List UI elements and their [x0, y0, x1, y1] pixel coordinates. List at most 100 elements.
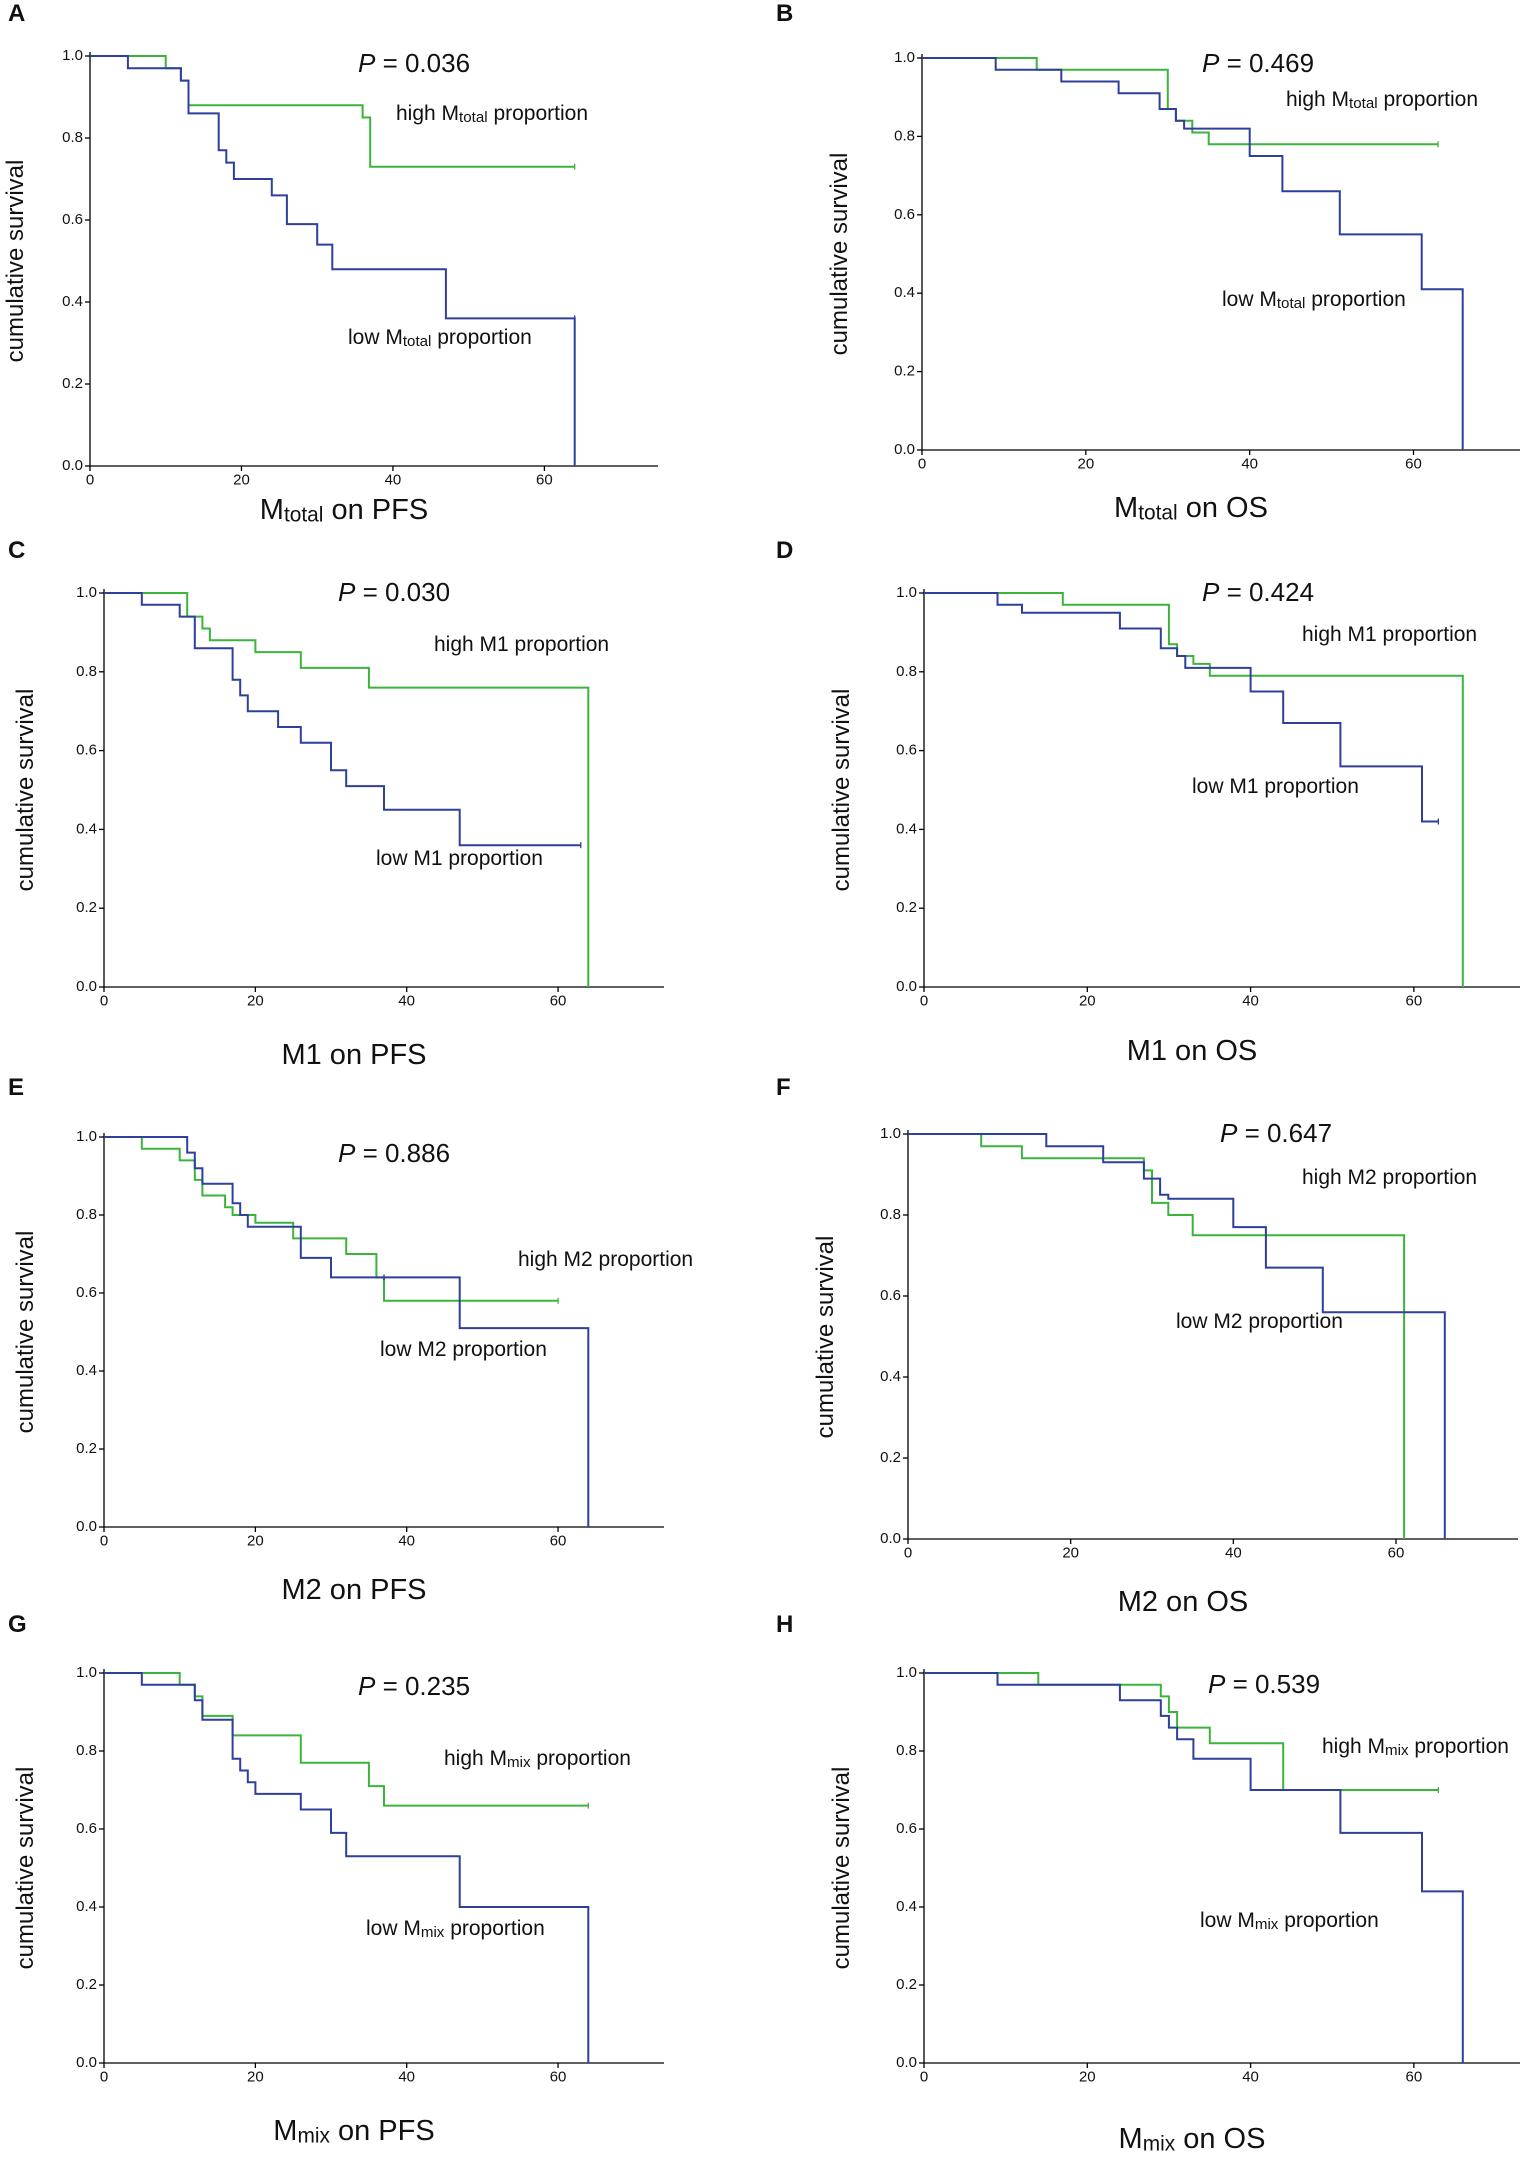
y-tick-label: 0.8	[880, 1206, 901, 1223]
y-tick-label: 0.6	[880, 1287, 901, 1304]
p-value-label: P = 0.539	[1208, 1669, 1320, 1700]
annotation-high: high M1 proportion	[434, 633, 610, 656]
annotation-high: high Mtotal proportion	[396, 102, 589, 126]
curve-low-f	[908, 1133, 1446, 1539]
y-tick-label: 0.0	[76, 978, 97, 995]
p-symbol: P	[358, 48, 376, 78]
x-tick-label: 40	[398, 992, 415, 1009]
x-axis-title: Mmix on OS	[1118, 2123, 1266, 2156]
x-tick-label: 40	[1241, 455, 1258, 472]
x-tick-label: 0	[100, 992, 108, 1009]
plot-area-h: 0.0 0.2 0.4 0.6 0.8 1.0 0 20 40 60	[896, 1664, 1520, 2085]
annotation-high: high M1 proportion	[1302, 623, 1478, 646]
panel-label: G	[8, 1611, 27, 1638]
y-axis-title: cumulative survival	[812, 1235, 839, 1438]
y-tick-label: 0.8	[76, 1206, 97, 1223]
x-tick-label: 0	[86, 471, 94, 488]
y-tick-label: 0.0	[76, 2054, 97, 2071]
y-tick-label: 0.8	[896, 663, 917, 680]
y-tick-label: 0.8	[76, 1742, 97, 1759]
panel-label: E	[8, 1074, 25, 1101]
x-tick-label: 40	[398, 2068, 415, 2085]
x-tick-label: 0	[904, 1544, 912, 1561]
curve-low-h	[924, 1672, 1464, 2063]
y-tick-label: 0.6	[76, 742, 97, 759]
x-tick-label: 40	[398, 1532, 415, 1549]
y-tick-label: 1.0	[880, 1125, 901, 1142]
y-tick-label: 0.6	[76, 1820, 97, 1837]
y-axis-title: cumulative survival	[12, 1230, 39, 1434]
annotation-low: low M2 proportion	[1176, 1310, 1343, 1333]
y-tick-label: 0.2	[896, 1976, 917, 1993]
x-tick-label: 20	[1062, 1544, 1079, 1561]
y-tick-label: 0.4	[896, 1898, 917, 1915]
p-value-label: P = 0.647	[1220, 1118, 1332, 1149]
y-tick-label: 0.8	[62, 129, 83, 146]
y-axis-title: cumulative survival	[2, 159, 29, 363]
x-tick-label: 60	[536, 471, 553, 488]
y-tick-label: 0.6	[76, 1284, 97, 1301]
p-value: = 0.235	[375, 1671, 471, 1701]
x-tick-label: 20	[247, 2068, 264, 2085]
x-tick-label: 20	[1079, 992, 1096, 1009]
curve-high-f	[908, 1133, 1406, 1539]
p-value-label: P = 0.886	[338, 1138, 450, 1169]
x-tick-label: 0	[100, 1532, 108, 1549]
x-axis-title: M1 on OS	[1126, 1035, 1258, 1067]
panel-label: F	[776, 1074, 791, 1101]
x-tick-label: 20	[247, 1532, 264, 1549]
x-tick-label: 60	[550, 1532, 567, 1549]
p-value: = 0.030	[355, 577, 451, 607]
x-tick-label: 0	[918, 455, 926, 472]
plot-area-b: 0.0 0.2 0.4 0.6 0.8 1.0 0 20 40 60	[894, 49, 1520, 472]
annotation-low: low Mmix proportion	[366, 1917, 545, 1941]
p-value-label: P = 0.036	[358, 48, 470, 79]
y-tick-label: 0.4	[76, 1362, 97, 1379]
x-tick-label: 20	[233, 471, 250, 488]
y-axis-title: cumulative survival	[12, 1766, 39, 1970]
y-tick-label: 0.2	[62, 375, 83, 392]
y-tick-label: 0.0	[894, 441, 915, 458]
annotation-low: low M1 proportion	[1192, 775, 1359, 798]
p-value-label: P = 0.424	[1202, 577, 1314, 608]
p-value-label: P = 0.235	[358, 1671, 470, 1702]
y-axis-title: cumulative survival	[12, 688, 39, 892]
annotation-high: high Mmix proportion	[1322, 1735, 1509, 1759]
x-axis-title: Mtotal on OS	[1114, 492, 1268, 525]
y-tick-label: 0.0	[896, 2054, 917, 2071]
annotation-low: low M2 proportion	[380, 1338, 547, 1361]
x-tick-label: 0	[100, 2068, 108, 2085]
y-tick-label: 1.0	[76, 1664, 97, 1681]
x-tick-label: 60	[1388, 1544, 1405, 1561]
curve-high-e	[104, 1136, 559, 1302]
x-axis-title: M2 on OS	[1117, 1586, 1249, 1618]
y-tick-label: 0.8	[896, 1742, 917, 1759]
x-tick-label: 0	[920, 2068, 928, 2085]
plot-area-d: 0.0 0.2 0.4 0.6 0.8 1.0 0 20 40 60	[896, 584, 1520, 1009]
panel-label: A	[8, 0, 26, 27]
p-value: = 0.424	[1219, 577, 1315, 607]
curve-low-c	[104, 592, 581, 847]
p-value: = 0.647	[1237, 1118, 1333, 1148]
annotation-low: low Mtotal proportion	[1222, 288, 1406, 312]
y-axis-title: cumulative survival	[828, 688, 855, 892]
y-tick-label: 0.2	[76, 899, 97, 916]
x-tick-label: 60	[1406, 2068, 1423, 2085]
p-symbol: P	[1220, 1118, 1238, 1148]
y-tick-label: 0.4	[896, 820, 917, 837]
y-tick-label: 0.6	[894, 206, 915, 223]
annotation-high: high Mtotal proportion	[1286, 88, 1479, 112]
panel-label: D	[776, 537, 794, 564]
x-tick-label: 20	[1077, 455, 1094, 472]
p-value: = 0.886	[355, 1138, 451, 1168]
p-symbol: P	[1208, 1669, 1226, 1699]
y-tick-label: 0.4	[894, 284, 915, 301]
y-axis-title: cumulative survival	[828, 1766, 855, 1970]
p-value: = 0.036	[375, 48, 471, 78]
y-tick-label: 0.0	[62, 457, 83, 474]
y-tick-label: 0.2	[76, 1976, 97, 1993]
x-tick-label: 40	[1225, 1544, 1242, 1561]
